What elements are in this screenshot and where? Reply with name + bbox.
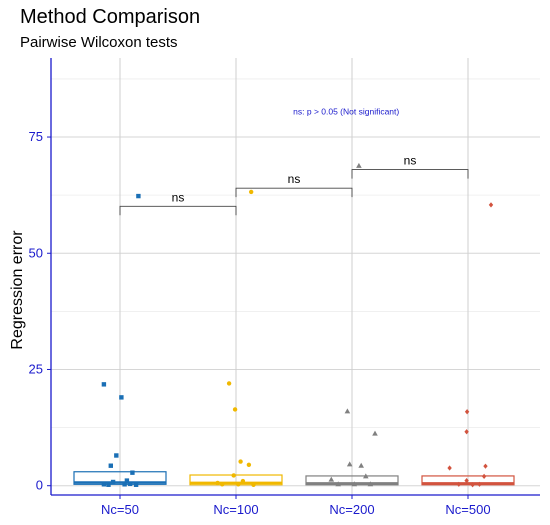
data-point <box>346 461 353 467</box>
data-point <box>251 482 256 487</box>
data-point <box>215 480 220 486</box>
data-point <box>110 479 116 485</box>
data-point <box>133 482 139 487</box>
box <box>73 471 167 485</box>
data-point <box>236 482 241 487</box>
data-point <box>351 481 358 487</box>
data-point <box>372 430 378 436</box>
box <box>305 475 399 486</box>
box <box>189 474 283 486</box>
chart-title: Method Comparison <box>20 6 200 28</box>
data-point <box>119 395 124 400</box>
y-tick-label: 25 <box>29 361 43 376</box>
y-tick-label: 50 <box>29 245 43 260</box>
x-tick-label: Nc=100 <box>213 502 258 517</box>
x-tick-label: Nc=500 <box>445 502 490 517</box>
chart-subtitle: Pairwise Wilcoxon tests <box>20 34 178 51</box>
data-point <box>101 382 107 387</box>
data-point <box>328 476 335 482</box>
data-point <box>122 482 127 487</box>
x-tick-label: Nc=200 <box>329 502 374 517</box>
significance-note: ns: p > 0.05 (Not significant) <box>293 106 399 116</box>
data-point <box>108 463 113 468</box>
data-point <box>106 482 111 487</box>
data-point <box>136 193 141 199</box>
y-tick-label: 0 <box>36 478 43 493</box>
data-point <box>464 429 469 435</box>
significance-label: ns <box>404 154 417 168</box>
data-point <box>356 162 362 168</box>
data-point <box>246 462 252 467</box>
data-point <box>124 478 130 483</box>
y-axis-label: Regression error <box>9 230 26 350</box>
data-point <box>127 481 133 487</box>
data-point <box>464 477 469 484</box>
data-point <box>456 481 461 487</box>
data-point <box>335 481 341 487</box>
grid <box>51 58 540 495</box>
data-point <box>240 478 246 484</box>
data-point <box>344 408 351 414</box>
brackets: ns ns ns <box>119 154 469 216</box>
data-point <box>477 481 482 487</box>
data-point <box>238 459 243 464</box>
significance-label: ns <box>288 172 301 186</box>
data-point <box>367 481 374 487</box>
significance-bracket <box>351 169 469 179</box>
significance-bracket <box>119 205 237 216</box>
points <box>101 162 494 488</box>
significance-label: ns <box>172 190 185 204</box>
data-point <box>358 462 364 468</box>
data-point <box>101 482 107 487</box>
data-point <box>226 381 232 386</box>
data-point <box>114 453 119 458</box>
significance-bracket <box>235 187 353 198</box>
data-point <box>447 465 452 471</box>
data-point <box>231 473 236 478</box>
boxes <box>73 471 515 486</box>
data-point <box>483 463 488 469</box>
data-point <box>220 482 225 487</box>
y-tick-label: 75 <box>29 129 43 144</box>
data-point <box>470 482 475 488</box>
data-point <box>232 407 238 412</box>
box <box>421 475 515 486</box>
data-point <box>464 409 470 415</box>
data-point <box>481 473 487 480</box>
data-point <box>248 189 254 195</box>
data-point <box>488 202 494 208</box>
x-tick-label: Nc=50 <box>101 502 139 517</box>
data-point <box>363 473 369 479</box>
data-point <box>130 470 135 475</box>
axes: 0 25 50 75 Nc=50 Nc=100 Nc=200 Nc=500 <box>29 58 540 517</box>
